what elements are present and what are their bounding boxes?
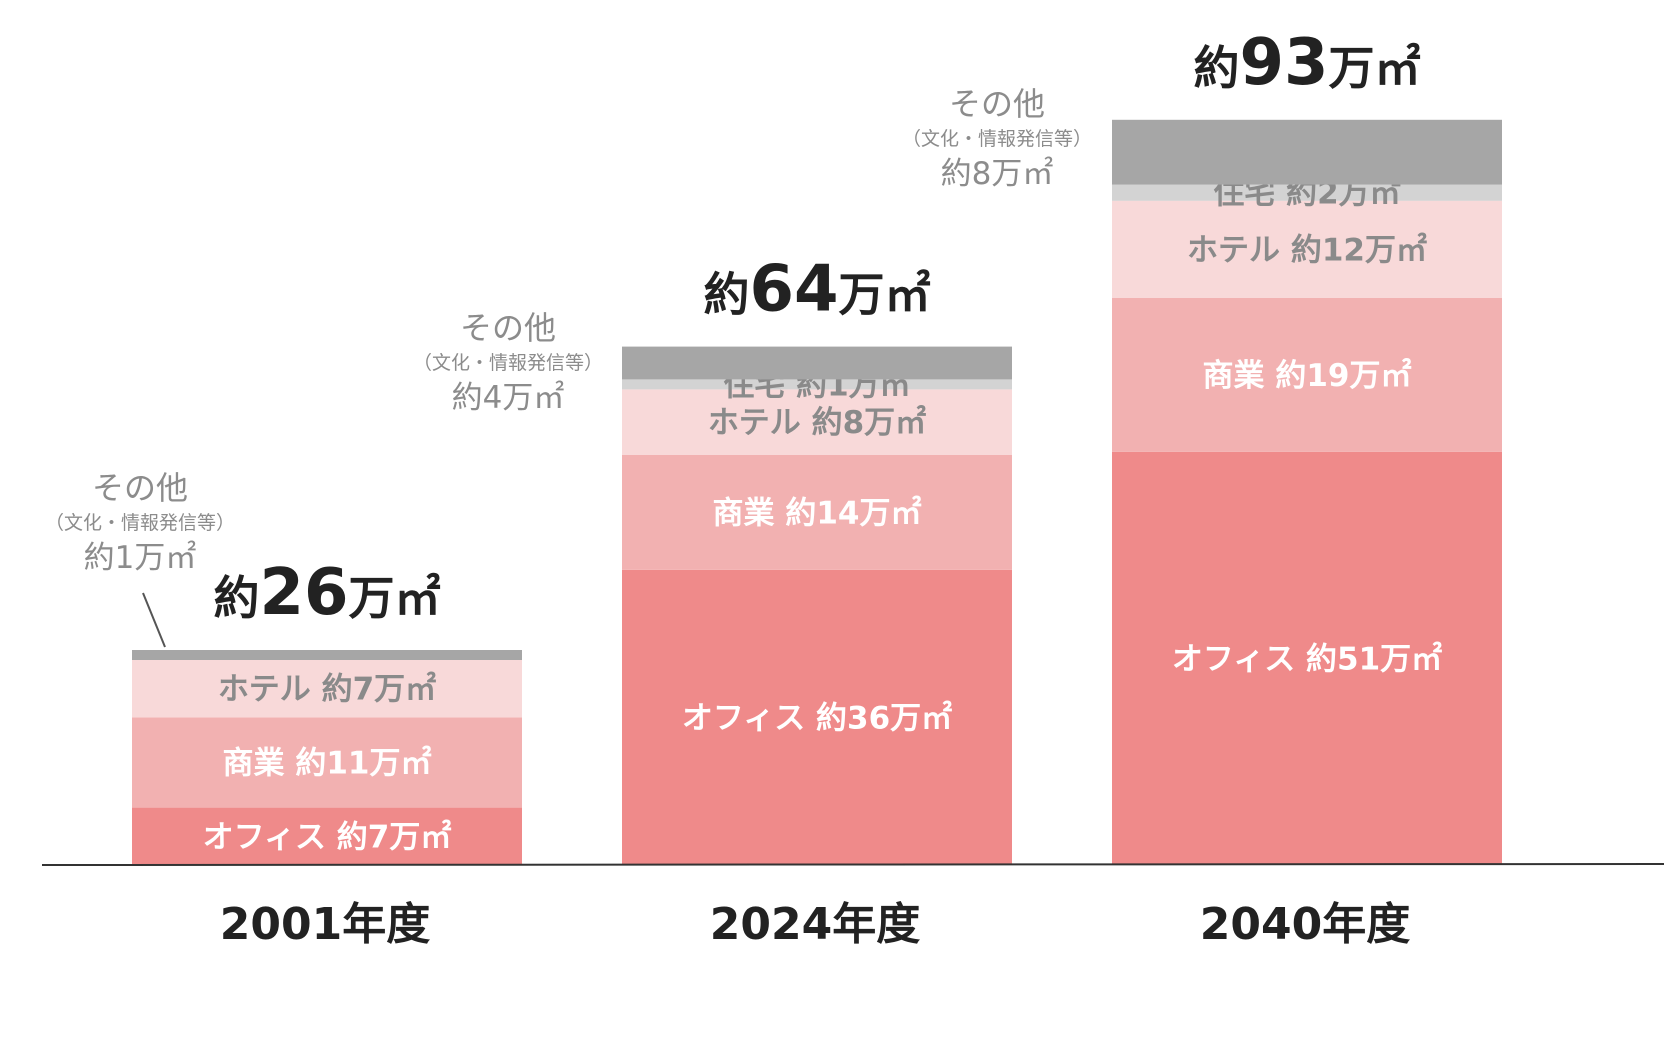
segment-label: 商業 約14万㎡ — [713, 495, 922, 531]
bar-segment-5-cat-1 — [132, 650, 522, 660]
x-axis-baseline — [41, 863, 1664, 866]
other-annotation-value: 約4万㎡ — [452, 380, 565, 416]
segment-label: ホテル 約7万㎡ — [218, 672, 436, 708]
bar-segment-1-cat-3 — [1112, 451, 1502, 865]
bar-segment-5-cat-3 — [1112, 119, 1502, 185]
bar-segment-2-cat-3 — [1112, 298, 1502, 452]
other-annotation-value: 約1万㎡ — [84, 540, 197, 576]
x-tick-label-2: 2024年度 — [710, 899, 920, 950]
bar-segment-4-cat-3 — [1112, 184, 1502, 201]
bar-segment-5-cat-2 — [622, 346, 1012, 380]
x-tick-label-1: 2001年度 — [220, 899, 430, 950]
other-leader-line — [142, 592, 166, 648]
segment-label: オフィス 約36万㎡ — [682, 700, 952, 736]
other-annotation-name: その他 — [460, 309, 556, 347]
total-label-3: 約93万㎡ — [1193, 26, 1420, 100]
segment-label: 商業 約19万㎡ — [1203, 358, 1412, 394]
bar-segment-3-cat-3 — [1112, 200, 1502, 298]
other-annotation-desc: （文化・情報発信等） — [413, 352, 603, 374]
x-tick-label-3: 2040年度 — [1200, 899, 1410, 950]
other-annotation-name: その他 — [92, 469, 188, 507]
bar-segment-1-cat-2 — [622, 569, 1012, 865]
other-annotation-desc: （文化・情報発信等） — [902, 128, 1092, 150]
bar-segment-2-cat-2 — [622, 455, 1012, 570]
bar-segment-3-cat-1 — [132, 660, 522, 718]
bar-segment-2-cat-1 — [132, 717, 522, 808]
bar-segment-4-cat-2 — [622, 379, 1012, 390]
total-label-2: 約64万㎡ — [703, 253, 930, 327]
other-annotation-value: 約8万㎡ — [941, 156, 1054, 192]
segment-label: ホテル 約12万㎡ — [1187, 232, 1427, 268]
bar-segment-3-cat-2 — [622, 389, 1012, 455]
segment-label: オフィス 約7万㎡ — [203, 819, 452, 855]
segment-label: オフィス 約51万㎡ — [1172, 641, 1442, 677]
bar-segment-1-cat-1 — [132, 807, 522, 865]
other-annotation-name: その他 — [949, 85, 1045, 123]
segment-label: ホテル 約8万㎡ — [708, 405, 926, 441]
other-annotation-desc: （文化・情報発信等） — [45, 512, 235, 534]
total-label-1: 約26万㎡ — [213, 556, 440, 630]
segment-label: 商業 約11万㎡ — [223, 746, 432, 782]
